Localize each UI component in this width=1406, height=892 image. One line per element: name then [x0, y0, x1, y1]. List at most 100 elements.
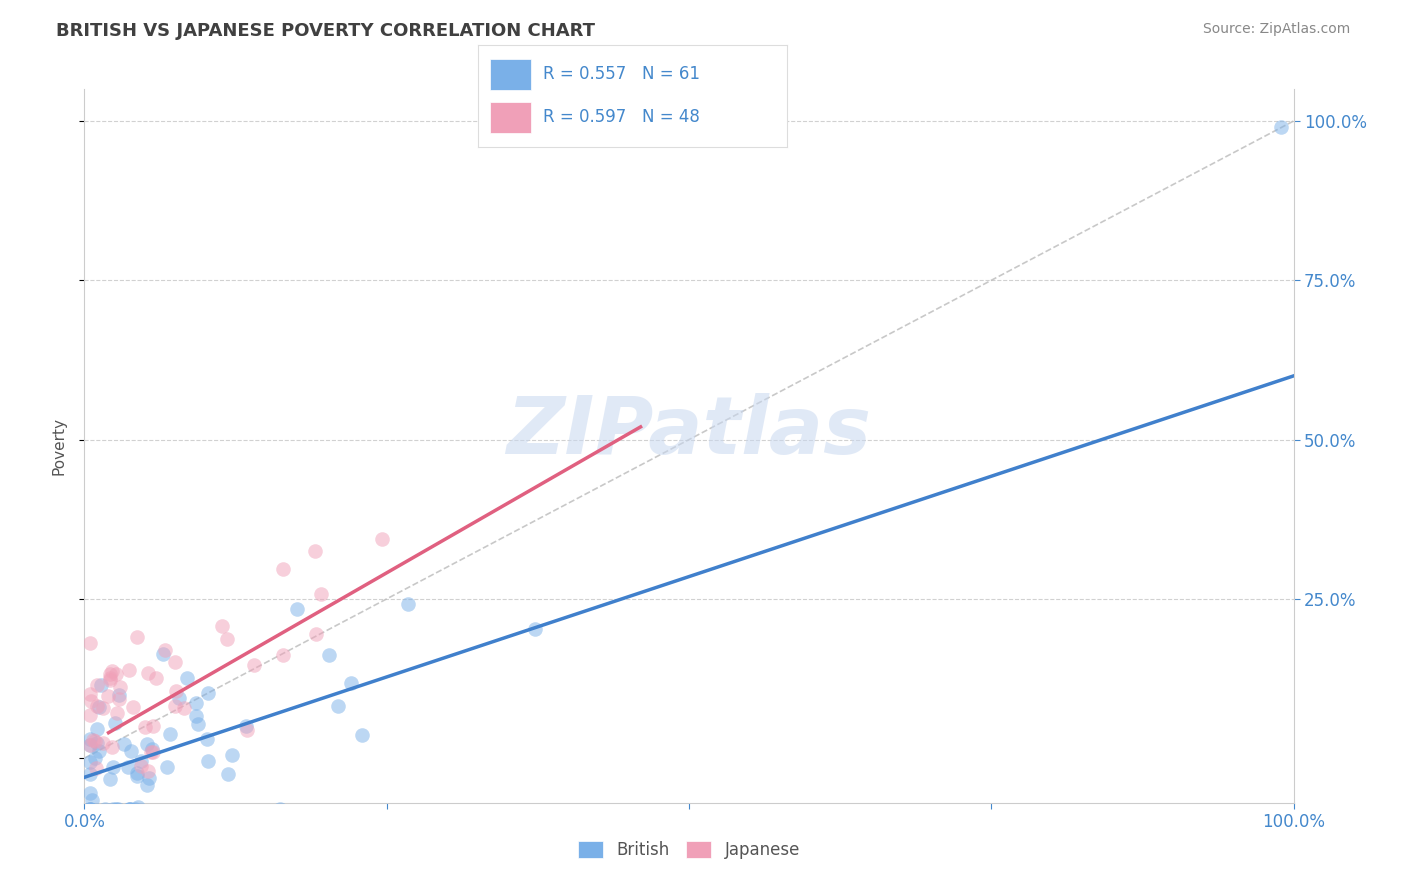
- Point: [86, 735, 108, 749]
- Point: [152, 647, 174, 661]
- Point: [129, 754, 152, 768]
- Point: [243, 657, 266, 672]
- Point: [124, 802, 146, 816]
- Point: [273, 562, 295, 576]
- Point: [120, 802, 142, 816]
- Point: [79, 786, 101, 800]
- Point: [98, 671, 121, 685]
- Point: [87, 700, 110, 714]
- Point: [163, 655, 186, 669]
- Point: [79, 708, 101, 723]
- Point: [86, 698, 108, 713]
- Point: [110, 680, 132, 694]
- Point: [318, 648, 340, 663]
- Point: [129, 759, 152, 773]
- Point: [134, 720, 156, 734]
- Point: [221, 748, 243, 763]
- Text: R = 0.557   N = 61: R = 0.557 N = 61: [543, 65, 700, 83]
- Point: [197, 686, 219, 700]
- Point: [86, 678, 108, 692]
- Point: [118, 802, 141, 816]
- Point: [94, 802, 117, 816]
- Point: [165, 684, 187, 698]
- Point: [163, 698, 186, 713]
- Point: [142, 745, 165, 759]
- Point: [79, 802, 101, 816]
- Point: [304, 544, 326, 558]
- Text: Source: ZipAtlas.com: Source: ZipAtlas.com: [1202, 22, 1350, 37]
- Point: [107, 802, 129, 816]
- FancyBboxPatch shape: [491, 102, 530, 133]
- Point: [112, 737, 135, 751]
- Point: [269, 802, 291, 816]
- Point: [135, 778, 157, 792]
- Point: [79, 739, 101, 753]
- Point: [235, 723, 257, 738]
- Point: [121, 699, 143, 714]
- Point: [105, 706, 128, 720]
- Point: [187, 716, 209, 731]
- Point: [138, 772, 160, 786]
- Point: [195, 732, 218, 747]
- Point: [352, 728, 374, 742]
- Point: [79, 802, 101, 816]
- Point: [79, 755, 101, 769]
- Point: [101, 740, 124, 755]
- Point: [108, 692, 131, 706]
- Point: [108, 689, 131, 703]
- Text: BRITISH VS JAPANESE POVERTY CORRELATION CHART: BRITISH VS JAPANESE POVERTY CORRELATION …: [56, 22, 595, 40]
- Point: [271, 648, 294, 662]
- Point: [98, 666, 121, 681]
- Point: [159, 727, 181, 741]
- Point: [91, 701, 114, 715]
- Point: [339, 676, 361, 690]
- Point: [98, 772, 121, 786]
- Text: ZIPatlas: ZIPatlas: [506, 392, 872, 471]
- Point: [153, 643, 176, 657]
- Point: [328, 699, 350, 714]
- Point: [142, 718, 165, 732]
- Point: [125, 769, 148, 783]
- Point: [136, 665, 159, 680]
- Point: [285, 602, 308, 616]
- Point: [173, 701, 195, 715]
- Point: [82, 733, 104, 747]
- Point: [176, 672, 198, 686]
- Point: [84, 734, 107, 748]
- Point: [79, 802, 101, 816]
- Point: [117, 802, 139, 816]
- Point: [79, 767, 101, 781]
- Point: [197, 754, 219, 768]
- Point: [117, 760, 139, 774]
- Point: [101, 802, 124, 816]
- Point: [235, 719, 257, 733]
- Point: [104, 667, 127, 681]
- Point: [83, 751, 105, 765]
- Point: [101, 664, 124, 678]
- Point: [103, 716, 125, 731]
- Point: [80, 792, 103, 806]
- Point: [396, 597, 419, 611]
- Point: [211, 619, 233, 633]
- Point: [86, 722, 108, 736]
- Point: [125, 630, 148, 644]
- Point: [127, 766, 149, 780]
- Point: [309, 587, 332, 601]
- Text: R = 0.597   N = 48: R = 0.597 N = 48: [543, 109, 700, 127]
- Point: [90, 677, 112, 691]
- Point: [184, 696, 207, 710]
- Point: [305, 626, 328, 640]
- Point: [120, 744, 142, 758]
- Point: [524, 622, 547, 636]
- Point: [139, 745, 162, 759]
- Point: [79, 636, 101, 650]
- Point: [217, 767, 239, 781]
- Y-axis label: Poverty: Poverty: [51, 417, 66, 475]
- Point: [167, 690, 190, 705]
- Point: [215, 632, 238, 647]
- Point: [104, 802, 127, 816]
- Point: [84, 761, 107, 775]
- Point: [371, 532, 394, 546]
- Point: [103, 760, 125, 774]
- FancyBboxPatch shape: [491, 59, 530, 90]
